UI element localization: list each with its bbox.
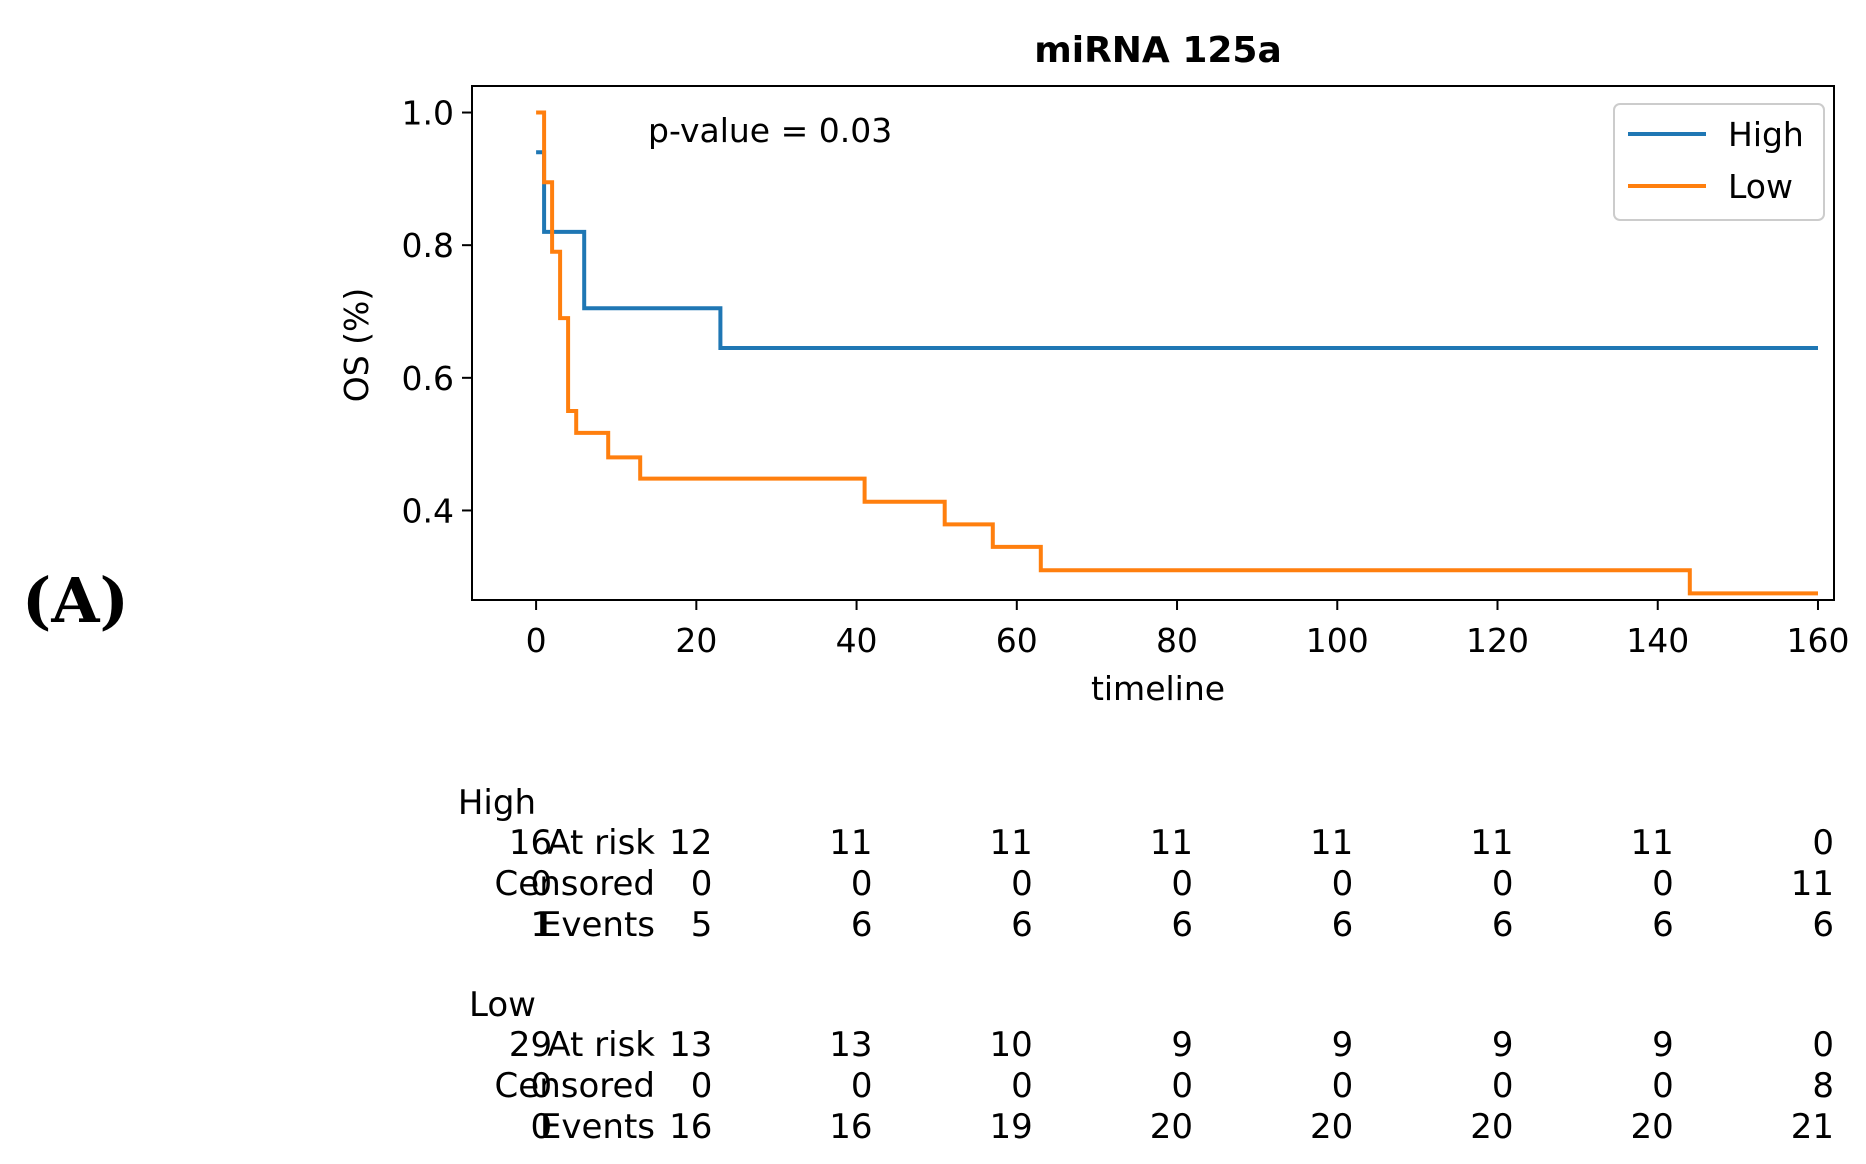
risk-cell: 11	[1470, 823, 1514, 863]
risk-row-label: Events	[539, 905, 655, 945]
risk-cell: 16	[669, 1107, 713, 1147]
risk-cell: 11	[989, 823, 1033, 863]
risk-cell: 0	[1331, 864, 1354, 904]
risk-cell: 0	[530, 1066, 553, 1106]
risk-cell: 0	[1812, 823, 1834, 863]
risk-cell: 0	[1331, 1066, 1354, 1106]
risk-cell: 1	[530, 905, 553, 945]
risk-group-name: Low	[469, 985, 536, 1025]
legend: High Low	[1613, 103, 1825, 221]
x-tick-label: 100	[1306, 621, 1369, 660]
risk-cell: 0	[1171, 1066, 1194, 1106]
x-tick-label: 40	[836, 621, 878, 660]
risk-cell: 6	[850, 905, 873, 945]
legend-label-low: Low	[1728, 167, 1793, 206]
risk-row-label: Censored	[494, 1066, 655, 1106]
risk-cell: 11	[1630, 823, 1674, 863]
risk-cell: 5	[690, 905, 713, 945]
p-value-annotation: p-value = 0.03	[648, 111, 892, 150]
risk-cell: 0	[1011, 1066, 1033, 1106]
risk-cell: 10	[989, 1025, 1033, 1065]
risk-cell: 9	[1491, 1025, 1514, 1065]
risk-cell: 6	[1652, 905, 1674, 945]
legend-label-high: High	[1728, 115, 1804, 154]
risk-cell: 0	[1011, 864, 1033, 904]
risk-cell: 0	[1652, 1066, 1674, 1106]
chart-title: miRNA 125a	[1034, 30, 1282, 71]
y-tick-label: 1.0	[402, 94, 454, 133]
risk-cell: 0	[690, 864, 713, 904]
risk-cell: 0	[850, 1066, 873, 1106]
x-tick-label: 80	[1156, 621, 1198, 660]
risk-cell: 6	[1491, 905, 1514, 945]
risk-cell: 11	[1149, 823, 1194, 863]
risk-cell: 0	[1812, 1025, 1834, 1065]
x-tick-label: 160	[1786, 621, 1849, 660]
risk-cell: 20	[1470, 1107, 1514, 1147]
risk-cell: 0	[1652, 864, 1674, 904]
x-tick-label: 140	[1626, 621, 1689, 660]
y-tick-label: 0.8	[402, 226, 454, 265]
risk-cell: 6	[1171, 905, 1194, 945]
risk-row-label: At risk	[547, 823, 655, 863]
risk-cell: 11	[1790, 864, 1834, 904]
risk-row-label: Censored	[494, 864, 655, 904]
risk-group-name: High	[457, 783, 536, 823]
y-tick-label: 0.6	[402, 359, 454, 398]
risk-cell: 0	[1491, 1066, 1514, 1106]
risk-cell: 19	[989, 1107, 1033, 1147]
risk-cell: 6	[1812, 905, 1834, 945]
risk-cell: 16	[829, 1107, 873, 1147]
panel-label: (A)	[22, 564, 129, 637]
risk-cell: 9	[1171, 1025, 1194, 1065]
risk-cell: 0	[690, 1066, 713, 1106]
x-axis-label: timeline	[1091, 669, 1225, 708]
risk-cell: 13	[669, 1025, 713, 1065]
risk-cell: 0	[850, 864, 873, 904]
risk-cell: 16	[508, 823, 553, 863]
y-tick-label: 0.4	[402, 491, 454, 530]
risk-cell: 20	[1149, 1107, 1194, 1147]
x-tick-label: 20	[675, 621, 717, 660]
risk-cell: 6	[1011, 905, 1033, 945]
plot-frame	[471, 85, 1835, 601]
km-chart: miRNA 125a 0 20 40 60 80 100 120 140 160 0.4 0.6 0.…	[337, 30, 1849, 708]
risk-row-label: Events	[539, 1107, 655, 1147]
risk-cell: 9	[1652, 1025, 1674, 1065]
risk-cell: 0	[530, 864, 553, 904]
series-line-low	[536, 110, 1818, 596]
risk-cell: 8	[1812, 1066, 1834, 1106]
risk-cell: 11	[829, 823, 873, 863]
x-tick-label: 60	[996, 621, 1038, 660]
y-axis-label: OS (%)	[337, 288, 376, 403]
risk-row-label: At risk	[547, 1025, 655, 1065]
x-tick-label: 0	[526, 621, 547, 660]
risk-cell: 9	[1331, 1025, 1354, 1065]
risk-cell: 13	[829, 1025, 873, 1065]
risk-cell: 12	[669, 823, 713, 863]
risk-cell: 6	[1331, 905, 1354, 945]
risk-cell: 20	[1630, 1107, 1674, 1147]
x-tick-label: 120	[1466, 621, 1529, 660]
risk-cell: 20	[1310, 1107, 1354, 1147]
risk-cell: 0	[1491, 864, 1514, 904]
risk-cell: 0	[1171, 864, 1194, 904]
risk-cell: 0	[530, 1107, 553, 1147]
risk-cell: 29	[508, 1025, 553, 1065]
risk-cell: 21	[1790, 1107, 1834, 1147]
risk-cell: 11	[1310, 823, 1354, 863]
